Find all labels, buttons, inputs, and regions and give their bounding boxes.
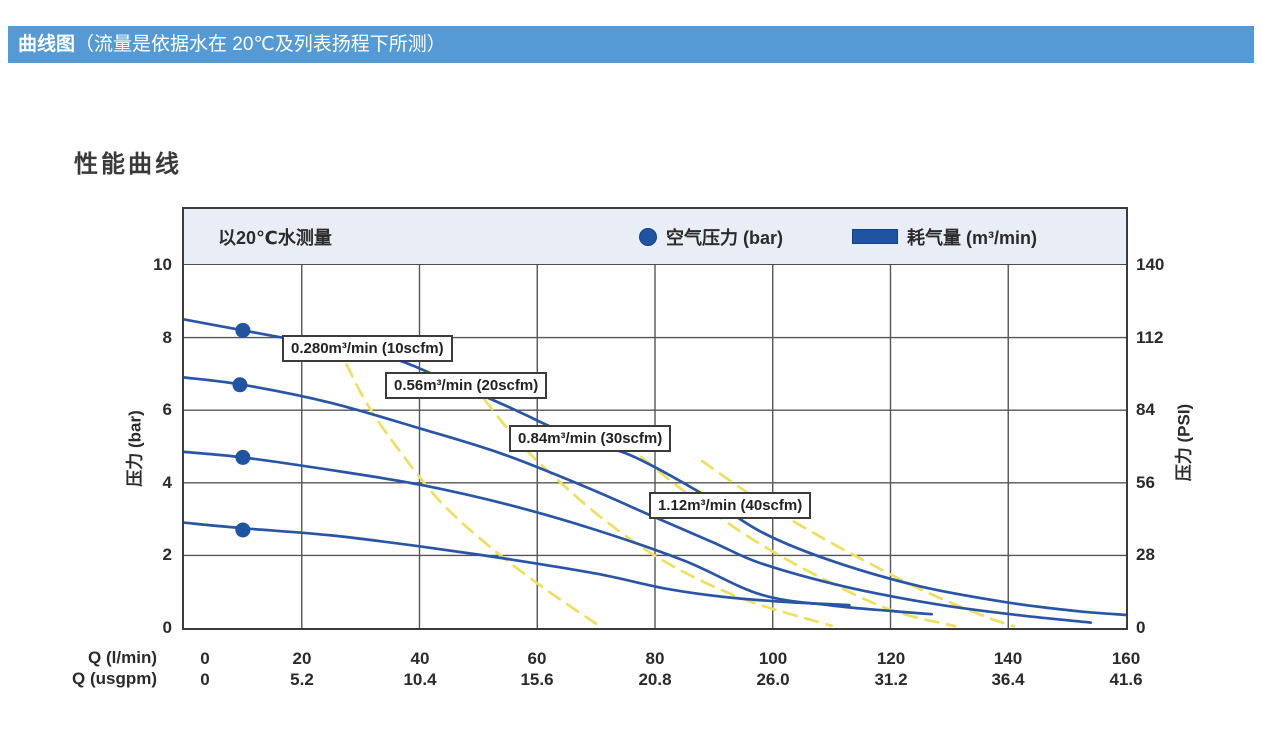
y-axis-right-ticks-label: 112: [1136, 328, 1164, 347]
y-axis-right-ticks-label: 56: [1136, 473, 1155, 492]
x-axis-usgpm-ticks-label: 15.6: [520, 670, 554, 689]
x-axis-usgpm-ticks-label: 41.6: [1109, 670, 1143, 689]
y-axis-right-title: 压力 (PSI): [1174, 403, 1194, 482]
chart-legend-band: 以20℃水测量 空气压力 (bar) 耗气量 (m³/min): [184, 209, 1126, 265]
x-axis-usgpm-ticks-label: 20.8: [638, 670, 672, 689]
air-pressure-dot: [235, 449, 251, 465]
y-axis-left-ticks-label: 6: [162, 400, 172, 419]
y-axis-left-ticks-label: 10: [153, 255, 172, 274]
air-pressure-dot: [235, 522, 251, 538]
air-consumption-swatch-icon: [852, 229, 898, 244]
x-axis-lmin-ticks-label: 60: [527, 649, 547, 668]
curve-pressure-2.8bar: [184, 521, 851, 607]
x-axis-lmin-ticks-label: 160: [1111, 649, 1141, 668]
y-axis-right-ticks: 0 28 56 84 112 140: [1136, 255, 1196, 637]
x-axis-usgpm-ticks-label: 31.2: [874, 670, 908, 689]
x-axis-lmin-ticks-label: 80: [645, 649, 665, 668]
y-axis-left-ticks: 0 2 4 6 8 10: [118, 255, 172, 637]
y-axis-left-ticks-label: 0: [162, 618, 172, 637]
y-axis-left-ticks-label: 8: [162, 328, 172, 347]
y-axis-left-ticks-label: 4: [162, 473, 172, 492]
curve-pressure-7bar: [184, 376, 1093, 624]
curve-air-consumption-0.84: [606, 426, 957, 628]
x-axis-usgpm-ticks-label: 5.2: [290, 670, 314, 689]
legend-air-consumption: 耗气量 (m³/min): [852, 209, 1037, 264]
curve-label: 0.280m³/min (10scfm): [282, 335, 453, 362]
y-axis-right-ticks-label: 140: [1136, 255, 1165, 274]
air-pressure-dot-icon: [639, 227, 657, 246]
air-pressure-dot: [235, 322, 251, 338]
x-axis-lmin-ticks-label: 0: [200, 649, 210, 668]
legend-measured-note: 以20℃水测量: [218, 209, 332, 264]
performance-chart: 以20℃水测量 空气压力 (bar) 耗气量 (m³/min) 0.280m³/…: [182, 207, 1128, 630]
curve-air-consumption-0.280: [335, 343, 598, 625]
air-consumption-label: 耗气量 (m³/min): [907, 227, 1037, 248]
y-axis-left-title: 压力 (bar): [125, 410, 145, 487]
x-axis-lmin-ticks-label: 100: [758, 649, 788, 668]
x-axis-usgpm-ticks-label: 10.4: [403, 670, 437, 689]
air-pressure-dot: [232, 377, 248, 393]
curve-label: 0.56m³/min (20scfm): [385, 372, 548, 399]
y-axis-left-ticks-label: 2: [162, 545, 172, 564]
x-axis-usgpm-ticks-label: 26.0: [756, 670, 790, 689]
x-axis-usgpm-ticks-label: 0: [200, 670, 210, 689]
y-axis-right-ticks-label: 28: [1136, 545, 1155, 564]
plot-area: 0.280m³/min (10scfm) 0.56m³/min (20scfm) 0…: [184, 265, 1126, 628]
x-axis-usgpm-title: Q (usgpm): [72, 669, 157, 688]
x-axis-usgpm-ticks: 0 5.2 10.4 15.6 20.8 26.0 31.2 36.4 41.6: [184, 669, 1142, 689]
curve-label: 1.12m³/min (40scfm): [649, 492, 812, 519]
section-title: 性能曲线: [74, 151, 182, 178]
y-axis-right-ticks-label: 84: [1136, 400, 1155, 419]
x-axis-lmin-ticks-label: 140: [993, 649, 1023, 668]
air-pressure-label: 空气压力 (bar): [666, 227, 783, 248]
measured-note-label: 以20℃水测量: [218, 227, 332, 248]
x-axis-lmin-ticks-label: 20: [292, 649, 312, 668]
y-axis-right-ticks-label: 0: [1136, 618, 1146, 637]
legend-air-pressure: 空气压力 (bar): [639, 209, 783, 264]
header-title-rest: （流量是依据水在 20℃及列表扬程下所测）: [75, 34, 446, 55]
curve-label: 0.84m³/min (30scfm): [509, 425, 672, 452]
x-axis-lmin-ticks: 0 20 40 60 80 100 120 140 160: [184, 648, 1140, 668]
x-axis-lmin-title: Q (l/min): [88, 648, 157, 667]
x-axis-lmin-ticks-label: 120: [876, 649, 906, 668]
header-title-bold: 曲线图: [18, 34, 76, 55]
header-bar: 曲线图（流量是依据水在 20℃及列表扬程下所测）: [8, 26, 1254, 63]
x-axis-usgpm-ticks-label: 36.4: [991, 670, 1025, 689]
x-axis-lmin-ticks-label: 40: [410, 649, 430, 668]
